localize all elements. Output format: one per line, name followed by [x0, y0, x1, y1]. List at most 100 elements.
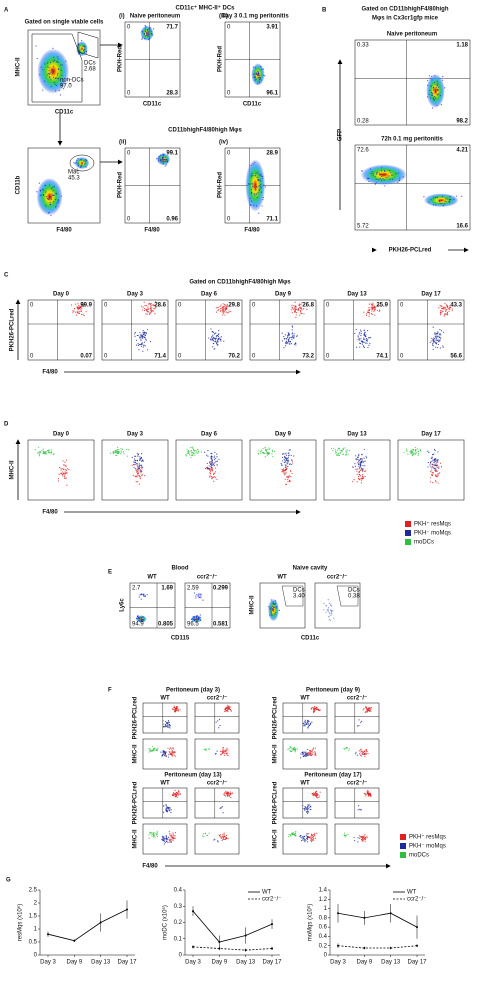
event-dot [45, 453, 47, 455]
event-dot [431, 107, 434, 109]
event-dot [175, 706, 177, 709]
event-dot [353, 836, 355, 839]
event-dot [304, 840, 306, 843]
event-dot [289, 341, 291, 343]
event-dot [363, 836, 365, 838]
event-dot [144, 31, 147, 33]
event-dot [65, 477, 67, 479]
event-dot [389, 178, 391, 180]
event-dot [254, 161, 256, 163]
event-dot [190, 454, 192, 456]
event-dot [310, 835, 312, 838]
event-dot [138, 463, 141, 465]
event-dot [395, 172, 397, 174]
event-dot [359, 837, 361, 839]
event-dot [359, 753, 361, 755]
event-dot [432, 472, 434, 474]
event-dot [362, 751, 364, 754]
event-dot [168, 724, 171, 726]
event-dot [361, 753, 363, 755]
event-dot [144, 331, 146, 334]
event-dot [286, 341, 288, 343]
event-dot [60, 467, 62, 469]
event-dot [295, 749, 297, 751]
event-dot [368, 309, 371, 312]
event-dot [442, 310, 444, 312]
event-dot [255, 186, 258, 188]
event-dot [214, 459, 216, 461]
event-dot [55, 77, 57, 79]
event-dot [356, 458, 359, 460]
event-dot [230, 710, 232, 712]
axis-label: resMqs (x10⁶) [17, 904, 24, 941]
event-dot [225, 311, 227, 313]
event-dot [312, 709, 315, 711]
event-dot [215, 332, 217, 334]
event-dot [371, 305, 373, 307]
event-dot [362, 478, 364, 480]
event-dot [42, 194, 45, 197]
event-dot [62, 473, 64, 476]
event-dot [366, 339, 368, 342]
event-dot [433, 87, 435, 89]
event-dot [249, 197, 251, 199]
plot-frame [282, 702, 328, 734]
event-dot [303, 835, 305, 838]
event-dot [214, 332, 216, 335]
event-dot [151, 750, 153, 752]
event-dot [293, 832, 295, 834]
quadrant-value: 56.6 [450, 354, 462, 360]
event-dot [215, 721, 217, 723]
event-dot [257, 452, 259, 455]
event-dot [311, 749, 313, 751]
event-dot [185, 454, 187, 456]
event-dot [46, 198, 49, 200]
event-dot [439, 347, 441, 349]
event-dot [173, 751, 175, 753]
event-dot [138, 343, 141, 346]
event-dot [271, 606, 273, 608]
event-dot [53, 59, 55, 61]
event-dot [360, 466, 362, 468]
event-dot [219, 337, 221, 339]
event-dot [409, 450, 411, 452]
event-dot [83, 314, 85, 317]
event-dot [310, 749, 312, 752]
event-dot [432, 338, 434, 341]
event-dot [140, 343, 143, 345]
event-dot [366, 708, 368, 710]
event-dot [167, 747, 169, 749]
event-dot [39, 74, 41, 76]
event-dot [417, 448, 419, 450]
panel-letter: E [108, 570, 112, 576]
event-dot [316, 794, 318, 796]
event-dot [407, 453, 409, 455]
event-dot [264, 456, 266, 458]
event-dot [302, 755, 305, 758]
event-dot [162, 836, 164, 839]
event-dot [62, 460, 64, 462]
event-dot [330, 609, 332, 612]
axis-label: CD11c [143, 102, 162, 108]
event-dot [371, 306, 374, 308]
data-point [73, 939, 76, 942]
event-dot [45, 196, 47, 198]
event-dot [161, 157, 164, 159]
event-dot [367, 793, 370, 796]
event-dot [123, 453, 125, 455]
event-dot [137, 473, 139, 475]
event-dot [444, 313, 446, 315]
event-dot [52, 60, 54, 63]
event-dot [285, 459, 288, 461]
event-dot [58, 199, 60, 202]
axis-label: moMqs (x10⁶) [307, 904, 314, 941]
event-dot [364, 331, 366, 333]
event-dot [436, 461, 438, 463]
event-dot [442, 79, 444, 81]
event-dot [150, 30, 152, 32]
event-dot [214, 338, 216, 340]
event-dot [273, 613, 275, 615]
event-dot [392, 178, 394, 180]
event-dot [289, 449, 291, 451]
event-dot [209, 475, 211, 477]
